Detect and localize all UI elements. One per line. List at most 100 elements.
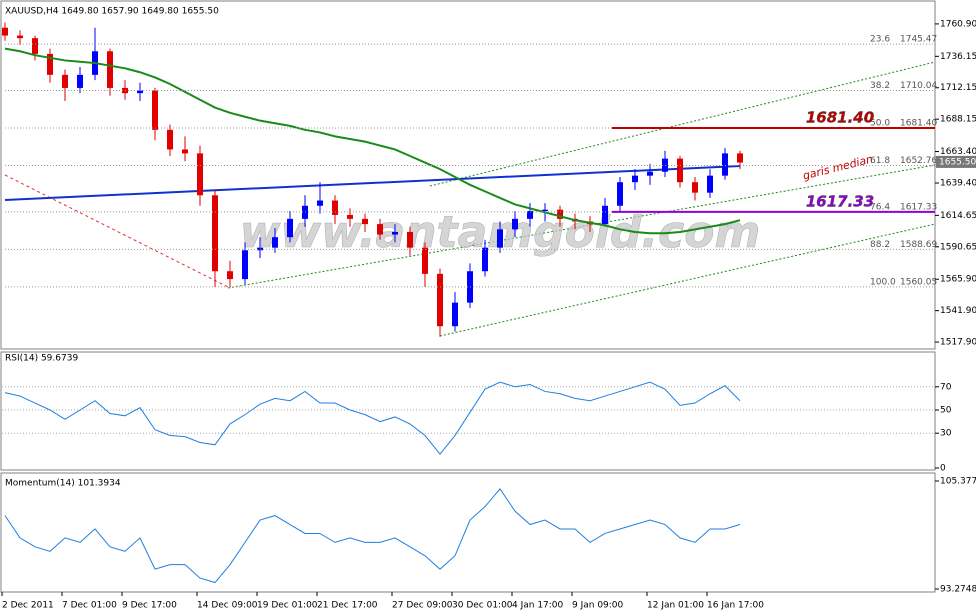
x-tick-label: 27 Dec 09:00 (392, 601, 453, 611)
indicator-line (4, 488, 741, 584)
x-tick-label: 19 Dec 01:00 (257, 601, 318, 611)
fib-ratio: 23.6 (870, 35, 890, 45)
x-tick-label: 30 Dec 01:00 (452, 601, 513, 611)
channel-line (439, 223, 936, 337)
fib-price: 1652.76 (900, 156, 937, 166)
candle-body (107, 51, 113, 88)
y-tick-label: 70 (940, 382, 952, 392)
level-label: 1617.33 (806, 192, 874, 210)
y-tick-label: 93.2748 (940, 585, 976, 595)
y-tick-label: 1541.90 (940, 306, 976, 316)
x-tick-label: 2 Dec 2011 (2, 601, 54, 611)
candle-body (392, 231, 398, 235)
candle-body (317, 200, 323, 206)
indicator-line (4, 381, 741, 455)
candle-body (197, 153, 203, 196)
candle-body (632, 175, 638, 183)
fib-ratio: 38.2 (870, 81, 890, 91)
momentum-title: Momentum(14) 101.3934 (5, 479, 121, 489)
candle-body (452, 302, 458, 327)
candle-body (557, 209, 563, 219)
y-tick-label: 1663.40 (940, 147, 976, 157)
candle-body (47, 53, 53, 75)
y-tick-label: 105.3776 (940, 477, 976, 487)
candle-body (152, 90, 158, 130)
candle-body (422, 247, 428, 274)
fib-ratio: 88.2 (870, 240, 890, 250)
candle-body (212, 195, 218, 272)
candle-body (722, 153, 728, 176)
candle-body (32, 38, 38, 54)
y-tick-label: 1590.65 (940, 242, 976, 252)
rsi-title: RSI(14) 59.6739 (5, 354, 78, 364)
y-tick-label: 1712.15 (940, 83, 976, 93)
fib-price: 1710.04 (900, 81, 937, 91)
momentum-panel (0, 472, 936, 593)
candle-body (692, 182, 698, 193)
fib-ratio: 100.0 (870, 277, 896, 287)
candle-body (377, 224, 383, 235)
fib-price: 1617.33 (900, 202, 937, 212)
candle-body (677, 158, 683, 183)
candle-body (227, 271, 233, 280)
last-price-box (936, 155, 976, 168)
candle-body (242, 250, 248, 280)
candle-body (332, 200, 338, 215)
candle-body (2, 27, 8, 36)
y-tick-label: 1614.65 (940, 211, 976, 221)
candle-body (707, 175, 713, 193)
y-tick-label: 30 (940, 429, 952, 439)
rsi-panel (0, 351, 936, 471)
fib-ratio: 50.0 (870, 118, 890, 128)
y-tick-label: 1517.90 (940, 338, 976, 348)
x-tick-label: 7 Dec 01:00 (62, 601, 117, 611)
channel-line (429, 61, 936, 187)
y-tick-label: 1736.15 (940, 52, 976, 62)
candle-body (167, 129, 173, 150)
candle-body (287, 218, 293, 238)
candle-body (137, 90, 143, 94)
y-tick-label: 1760.90 (940, 19, 976, 29)
y-tick-label: 50 (940, 406, 952, 416)
level-label: 1681.40 (806, 108, 874, 126)
price-title: XAUUSD,H4 1649.80 1657.90 1649.80 1655.5… (5, 7, 219, 17)
candle-body (437, 273, 443, 327)
candle-body (542, 209, 548, 212)
candle-body (77, 74, 83, 88)
x-tick-label: 9 Jan 09:00 (572, 601, 624, 611)
x-tick-label: 16 Jan 17:00 (707, 601, 764, 611)
x-tick-label: 4 Jan 17:00 (512, 601, 564, 611)
fib-ratio: 61.8 (870, 156, 890, 166)
fib-price: 1745.47 (900, 35, 937, 45)
x-tick-label: 9 Dec 17:00 (122, 601, 177, 611)
candle-body (62, 74, 68, 88)
x-tick-label: 14 Dec 09:00 (197, 601, 258, 611)
fib-price: 1588.69 (900, 240, 937, 250)
x-tick-label: 12 Jan 01:00 (647, 601, 704, 611)
candle-body (737, 153, 743, 163)
candle-body (362, 218, 368, 225)
candle-body (617, 182, 623, 206)
y-tick-label: 1565.90 (940, 275, 976, 285)
y-tick-label: 0 (940, 464, 946, 474)
y-tick-label: 1639.40 (940, 178, 976, 188)
x-tick-label: 21 Dec 17:00 (317, 601, 378, 611)
candle-body (272, 237, 278, 248)
candle-body (602, 205, 608, 225)
candle-body (182, 149, 188, 154)
candle-body (647, 171, 653, 176)
candle-body (527, 211, 533, 219)
candle-body (347, 214, 353, 219)
candle-body (482, 247, 488, 272)
fib-price: 1681.40 (900, 118, 937, 128)
candle-body (512, 218, 518, 230)
median-line (4, 165, 741, 201)
candle-body (17, 35, 23, 39)
moving-average (4, 47, 741, 235)
fib-ratio: 76.4 (870, 202, 890, 212)
last-price-label: 1655.50 (939, 157, 976, 167)
candle-body (407, 231, 413, 248)
fib-price: 1560.05 (900, 277, 937, 287)
candle-body (497, 229, 503, 248)
